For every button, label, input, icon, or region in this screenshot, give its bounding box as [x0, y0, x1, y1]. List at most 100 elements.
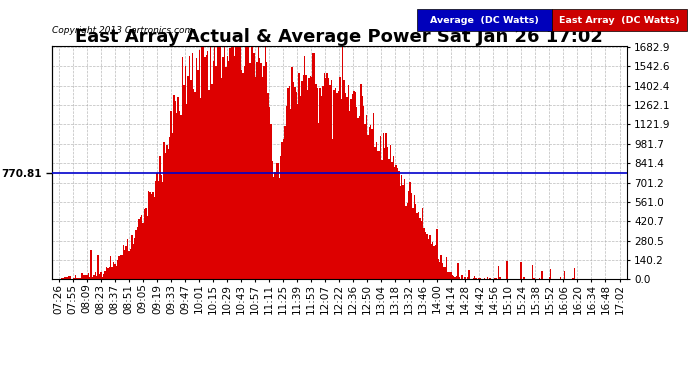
Bar [443, 267, 444, 279]
Bar [231, 47, 233, 279]
Bar [141, 215, 142, 279]
Bar [395, 165, 397, 279]
Bar [380, 136, 382, 279]
Bar [75, 275, 77, 279]
Bar [207, 51, 208, 279]
Bar [132, 244, 134, 279]
Bar [413, 195, 415, 279]
Bar [68, 276, 69, 279]
Bar [248, 47, 249, 279]
Bar [83, 274, 85, 279]
Bar [161, 175, 162, 279]
Bar [276, 163, 277, 279]
Bar [206, 55, 207, 279]
Bar [331, 80, 332, 279]
Bar [134, 238, 135, 279]
Bar [162, 182, 164, 279]
Bar [275, 172, 276, 279]
Bar [279, 178, 280, 279]
Bar [382, 160, 383, 279]
Bar [370, 125, 371, 279]
Bar [86, 274, 88, 279]
Bar [99, 274, 100, 279]
Bar [257, 47, 259, 279]
Bar [408, 191, 409, 279]
Bar [218, 47, 219, 279]
Bar [154, 197, 155, 279]
Bar [190, 80, 192, 279]
Bar [272, 161, 273, 279]
Bar [214, 47, 215, 279]
Bar [144, 209, 145, 279]
Bar [439, 262, 440, 279]
Bar [142, 223, 144, 279]
Bar [539, 278, 540, 279]
Bar [78, 278, 79, 279]
Bar [165, 153, 166, 279]
Bar [373, 112, 374, 279]
Bar [367, 135, 368, 279]
Bar [221, 78, 222, 279]
Bar [246, 47, 248, 279]
Bar [574, 268, 575, 279]
Bar [357, 118, 359, 279]
Bar [135, 230, 137, 279]
Bar [284, 126, 286, 279]
Bar [422, 208, 424, 279]
Bar [432, 242, 433, 279]
Bar [203, 47, 204, 279]
Bar [189, 56, 190, 279]
Text: Average  (DC Watts): Average (DC Watts) [431, 16, 539, 25]
Bar [288, 86, 290, 279]
Bar [183, 85, 185, 279]
Bar [348, 85, 349, 279]
Bar [387, 147, 388, 279]
Bar [421, 221, 422, 279]
Bar [211, 84, 213, 279]
Bar [342, 47, 344, 279]
Bar [192, 53, 193, 279]
Bar [245, 47, 246, 279]
Bar [197, 70, 199, 279]
Bar [152, 192, 154, 279]
Bar [473, 278, 474, 279]
Bar [277, 163, 279, 279]
Bar [235, 47, 237, 279]
Bar [228, 61, 230, 279]
Bar [429, 235, 431, 279]
Bar [93, 276, 95, 279]
Bar [159, 156, 161, 279]
Bar [325, 78, 326, 279]
Bar [294, 87, 295, 279]
Bar [237, 47, 238, 279]
Bar [95, 272, 96, 279]
Bar [268, 93, 269, 279]
Bar [425, 232, 426, 279]
Bar [480, 278, 481, 279]
Bar [120, 255, 121, 279]
Bar [401, 175, 402, 279]
Bar [213, 61, 214, 279]
Bar [177, 97, 179, 279]
Bar [462, 275, 463, 279]
Bar [115, 264, 116, 279]
Bar [270, 123, 272, 279]
Bar [437, 259, 439, 279]
Bar [81, 273, 82, 279]
Bar [172, 133, 173, 279]
Bar [533, 278, 535, 279]
Bar [111, 267, 113, 279]
Bar [107, 268, 109, 279]
Bar [391, 162, 393, 279]
Bar [431, 244, 432, 279]
Bar [550, 269, 551, 279]
Bar [428, 239, 429, 279]
Bar [363, 106, 364, 279]
Bar [520, 262, 522, 279]
Bar [63, 278, 65, 279]
Bar [103, 274, 104, 279]
Bar [321, 96, 322, 279]
Bar [498, 266, 500, 279]
Bar [469, 270, 470, 279]
Bar [378, 151, 380, 279]
